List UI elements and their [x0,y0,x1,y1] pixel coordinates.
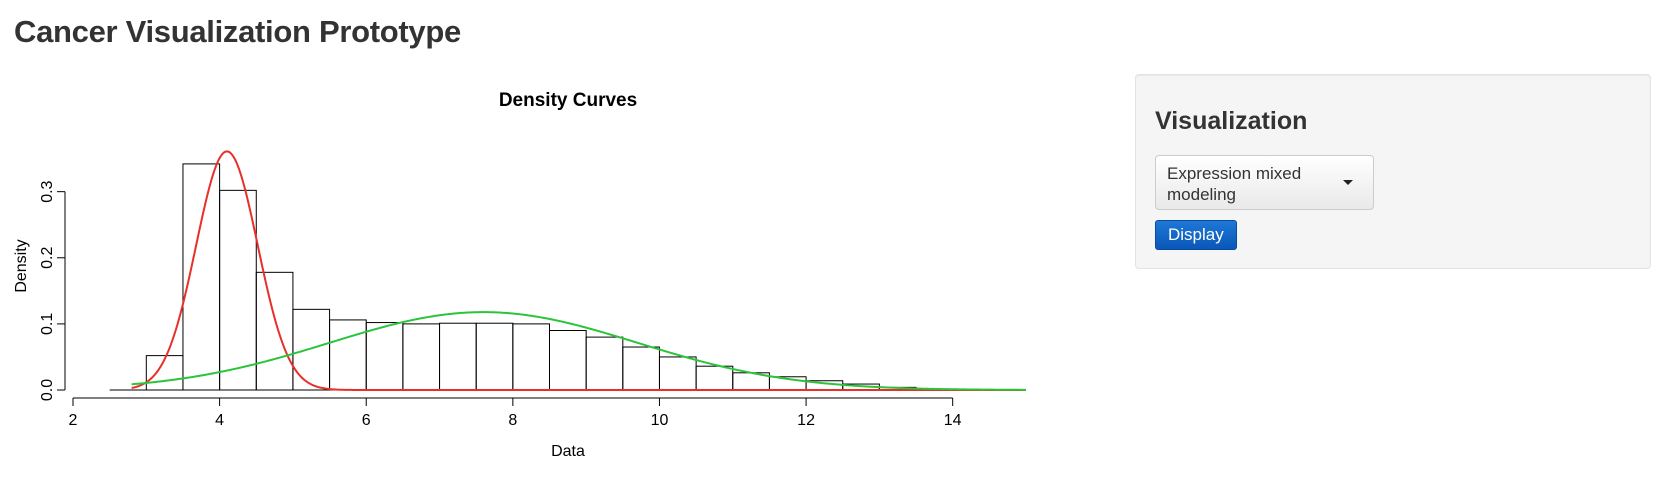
visualization-panel: Visualization Expression mixed modeling … [1135,74,1651,269]
chart-title: Density Curves [499,90,637,111]
display-button[interactable]: Display [1155,220,1237,250]
x-tick-label: 4 [215,412,224,429]
page-title: Cancer Visualization Prototype [14,14,461,49]
x-tick-label: 12 [797,412,815,429]
histogram-bar [365,322,404,391]
histogram-bar [219,189,257,391]
density-curves [131,150,1026,391]
histogram-bar [549,330,587,391]
histogram-bar [292,308,331,391]
histogram-bar [329,319,367,391]
histogram-bar [402,323,441,391]
density-curve-green [131,311,1026,391]
density-curve-red [131,150,1026,391]
x-axis: 2 4 6 8 10 12 14 [69,397,962,429]
x-tick-label: 10 [651,412,669,429]
x-tick-label: 6 [362,412,371,429]
y-tick-label: 0.2 [39,247,56,269]
select-value: Expression mixed modeling [1167,164,1302,204]
histogram-bar [255,271,294,391]
y-axis-label: Density [13,239,30,292]
visualization-select[interactable]: Expression mixed modeling [1155,155,1374,210]
density-plot-canvas: Density Curves 2 4 6 8 10 12 14 0.0 0.1 0.2 0.3 D… [13,90,1026,460]
y-tick-label: 0.1 [39,313,56,335]
chevron-down-icon [1343,180,1353,185]
histogram-bar [475,322,514,391]
y-tick-label: 0.3 [39,180,56,202]
y-tick-label: 0.0 [39,379,56,401]
histogram-bar [622,346,660,391]
density-plot: Density Curves 2 4 6 8 10 12 14 0.0 0.1 0.2 0.3 D… [0,70,1040,477]
x-tick-label: 8 [508,412,517,429]
histogram-bar [695,365,734,391]
histogram-bar [585,336,624,391]
histogram-bar [658,356,697,391]
x-tick-label: 2 [69,412,78,429]
panel-heading: Visualization [1155,107,1308,135]
histogram-bar [512,323,550,391]
x-axis-label: Data [551,443,585,460]
x-tick-label: 14 [944,412,962,429]
histogram-bar [439,322,477,391]
histogram-bars [109,163,954,391]
y-axis: 0.0 0.1 0.2 0.3 [39,180,66,401]
